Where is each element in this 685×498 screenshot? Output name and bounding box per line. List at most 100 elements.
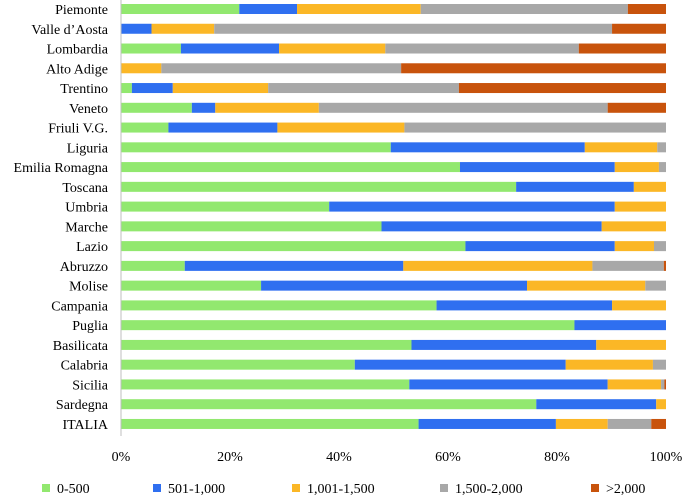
bar-segment-1 bbox=[574, 320, 666, 331]
legend-swatch bbox=[292, 484, 300, 492]
legend-label: 1,500-2,000 bbox=[455, 482, 523, 497]
bar-segment-1 bbox=[184, 260, 404, 271]
bar-segment-0 bbox=[121, 241, 466, 252]
bar-segment-0 bbox=[121, 359, 355, 370]
bar-segment-1 bbox=[121, 23, 152, 34]
bar-segment-1 bbox=[261, 280, 528, 291]
bar-segment-2 bbox=[215, 102, 319, 113]
bar-segment-3 bbox=[661, 379, 665, 390]
bar-segment-2 bbox=[279, 43, 386, 54]
bar-segment-0 bbox=[121, 260, 185, 271]
bar-segment-0 bbox=[121, 280, 262, 291]
category-label: Abruzzo bbox=[60, 260, 108, 275]
bar-segment-1 bbox=[131, 83, 173, 94]
bar-segment-1 bbox=[536, 399, 657, 410]
bar-segment-2 bbox=[297, 4, 421, 14]
bar-segment-3 bbox=[607, 418, 652, 429]
bar-segment-3 bbox=[161, 63, 402, 74]
category-label: Lazio bbox=[76, 240, 108, 255]
bar-segment-3 bbox=[268, 83, 459, 94]
bar-segment-4 bbox=[401, 63, 666, 74]
bar-segment-0 bbox=[121, 102, 192, 113]
bar-segment-0 bbox=[121, 43, 181, 54]
category-label: Veneto bbox=[69, 102, 108, 117]
category-label: Toscana bbox=[62, 181, 108, 196]
legend-swatch bbox=[591, 484, 599, 492]
category-label: Lombardia bbox=[47, 43, 109, 58]
bar-segment-2 bbox=[565, 359, 653, 370]
bar-segment-1 bbox=[239, 4, 298, 14]
bar-segment-0 bbox=[121, 122, 169, 133]
bar-segment-2 bbox=[612, 300, 666, 311]
legend-swatch bbox=[42, 484, 50, 492]
bar-segment-2 bbox=[607, 379, 662, 390]
legend-label: >2,000 bbox=[606, 482, 645, 497]
bar-segment-4 bbox=[578, 43, 666, 54]
bar-segment-2 bbox=[584, 142, 658, 153]
bar-segment-3 bbox=[404, 122, 666, 133]
category-label: Friuli V.G. bbox=[48, 122, 108, 137]
bar-segment-0 bbox=[121, 4, 240, 14]
bar-segment-2 bbox=[656, 399, 666, 410]
bar-segment-3 bbox=[652, 359, 666, 370]
bar-segment-1 bbox=[381, 221, 602, 232]
legend-label: 1,001-1,500 bbox=[307, 482, 375, 497]
bar-segment-3 bbox=[658, 162, 666, 173]
category-label: Trentino bbox=[60, 82, 108, 97]
bar-segment-1 bbox=[459, 162, 615, 173]
bar-segment-2 bbox=[614, 201, 666, 212]
x-tick-label: 100% bbox=[650, 450, 683, 465]
legend-swatch bbox=[153, 484, 161, 492]
bar-segment-1 bbox=[409, 379, 608, 390]
bar-segment-2 bbox=[596, 339, 666, 350]
category-labels: Piemonte Valle d’Aosta Lombardia Alto Adige… bbox=[14, 3, 109, 433]
bar-segment-3 bbox=[645, 280, 666, 291]
bar-segment-4 bbox=[607, 102, 666, 113]
bar-segment-0 bbox=[121, 83, 132, 94]
bar-segment-4 bbox=[651, 418, 666, 429]
bar-segment-2 bbox=[614, 162, 659, 173]
bar-segment-0 bbox=[121, 418, 419, 429]
bar-segment-0 bbox=[121, 181, 517, 192]
bar-segment-2 bbox=[633, 181, 666, 192]
bar-segment-3 bbox=[654, 241, 666, 252]
bar-segment-1 bbox=[411, 339, 597, 350]
category-label: Valle d’Aosta bbox=[31, 23, 108, 38]
legend-swatch bbox=[440, 484, 448, 492]
bar-segment-2 bbox=[601, 221, 666, 232]
category-label: Marche bbox=[65, 220, 108, 235]
x-tick-label: 20% bbox=[217, 450, 243, 465]
x-tick-label: 40% bbox=[326, 450, 352, 465]
bar-segment-2 bbox=[403, 260, 593, 271]
bar-segment-1 bbox=[354, 359, 566, 370]
bar-segment-1 bbox=[516, 181, 634, 192]
category-label: Puglia bbox=[72, 319, 109, 334]
category-label: Emilia Romagna bbox=[14, 161, 109, 176]
bar-segment-2 bbox=[277, 122, 405, 133]
bar-segment-2 bbox=[121, 63, 162, 74]
bar-segment-1 bbox=[191, 102, 216, 113]
category-label: Liguria bbox=[67, 141, 109, 156]
category-label: Basilicata bbox=[53, 339, 109, 354]
bar-segment-1 bbox=[465, 241, 615, 252]
bar-segment-4 bbox=[663, 260, 666, 271]
bar-segment-0 bbox=[121, 399, 537, 410]
bar-segment-0 bbox=[121, 339, 412, 350]
x-axis-ticks: 0% 20% 40% 60% 80% 100% bbox=[112, 450, 683, 465]
bars-layer bbox=[121, 4, 666, 429]
bar-segment-4 bbox=[612, 23, 666, 34]
bar-segment-1 bbox=[436, 300, 613, 311]
bar-segment-1 bbox=[329, 201, 615, 212]
bar-segment-2 bbox=[555, 418, 608, 429]
bar-segment-0 bbox=[121, 201, 330, 212]
category-label: Campania bbox=[51, 299, 109, 314]
category-label: Sardegna bbox=[56, 398, 109, 413]
bar-segment-4 bbox=[458, 83, 666, 94]
bar-segment-4 bbox=[627, 4, 666, 14]
bar-segment-3 bbox=[420, 4, 628, 14]
bar-segment-2 bbox=[172, 83, 269, 94]
bar-segment-1 bbox=[168, 122, 278, 133]
x-tick-label: 0% bbox=[112, 450, 131, 465]
